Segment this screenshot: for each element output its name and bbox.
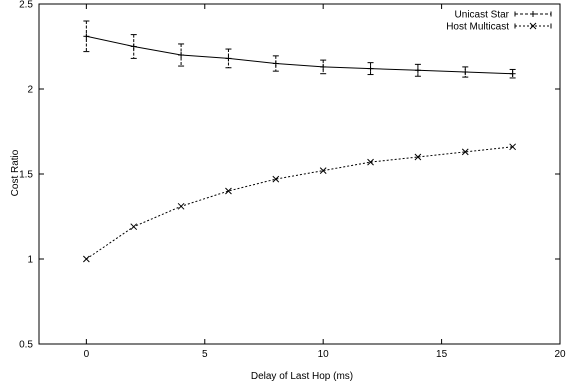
y-tick-label: 1 [27, 255, 33, 266]
x-tick-label: 10 [318, 349, 330, 360]
series-line-unicast-star [86, 35, 513, 75]
data-point [225, 187, 232, 195]
data-point [83, 255, 90, 263]
data-point [509, 143, 516, 151]
legend-marker [529, 22, 537, 30]
x-axis-title: Delay of Last Hop (ms) [251, 371, 353, 382]
data-point [367, 65, 374, 72]
data-point [177, 202, 185, 210]
x-tick-label: 15 [436, 349, 448, 360]
y-axis-title: Cost Ratio [10, 149, 21, 196]
data-point [130, 223, 138, 231]
x-tick-label: 20 [554, 349, 566, 360]
x-tick-label: 5 [202, 349, 208, 360]
data-point [272, 175, 280, 183]
y-tick-label: 2.5 [19, 0, 33, 11]
data-point [319, 167, 327, 174]
data-point [414, 153, 422, 161]
data-point [320, 63, 327, 70]
series-unicast-star [83, 20, 516, 79]
legend-marker [530, 11, 536, 17]
x-tick-label: 0 [84, 349, 90, 360]
data-point [178, 52, 185, 58]
data-point [83, 33, 90, 40]
series-host-multicast [83, 143, 516, 263]
data-point [509, 70, 516, 77]
data-point [225, 55, 232, 62]
y-tick-label: 0.5 [19, 340, 33, 351]
data-point [461, 148, 469, 156]
series-line-host-multicast [86, 146, 513, 260]
legend-label: Unicast Star [455, 10, 510, 21]
y-tick-label: 2 [27, 85, 33, 96]
plot-frame [38, 3, 561, 345]
data-point [272, 60, 279, 67]
data-point [462, 69, 469, 75]
data-point [414, 67, 421, 74]
error-bar [272, 55, 279, 72]
data-point [367, 158, 374, 166]
data-point [130, 43, 137, 50]
y-tick-label: 1.5 [19, 170, 33, 181]
legend-label: Host Multicast [446, 22, 509, 33]
